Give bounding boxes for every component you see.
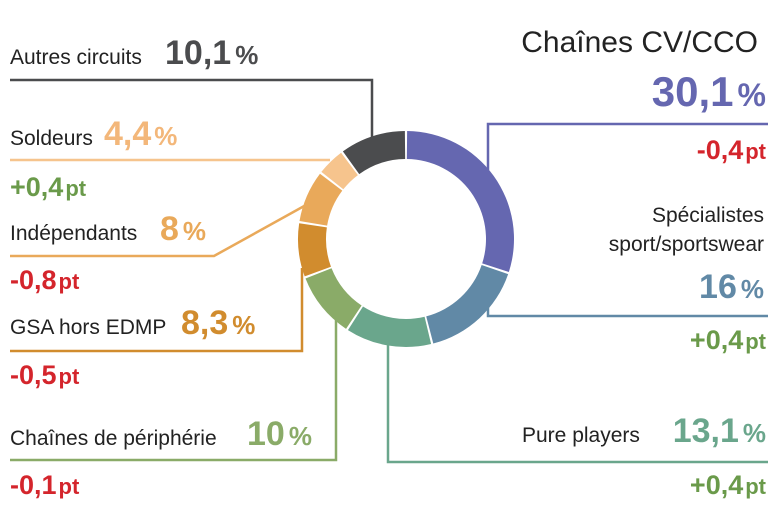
change-unit-soldeurs: pt (65, 176, 86, 201)
change-specialistes: +0,4 (690, 325, 743, 355)
change-unit-chaines-cv-cco: pt (745, 139, 766, 164)
leader-independants (10, 203, 307, 258)
slice-chaines-cv-cco (406, 131, 514, 272)
label-chaines-de-peripherie: Chaînes de périphérie (10, 427, 217, 450)
unit-autres-circuits: % (235, 40, 258, 70)
svg-text:4,4%: 4,4% (104, 115, 177, 153)
svg-text:8,3%: 8,3% (181, 304, 255, 342)
unit-chaines-cv-cco: % (738, 77, 766, 113)
value-autres-circuits: 10,1 (165, 34, 231, 72)
svg-text:-0,8pt: -0,8pt (10, 265, 80, 295)
unit-gsa-hors-edmp: % (232, 310, 255, 340)
value-chaines-cv-cco: 30,1 (652, 68, 734, 115)
label-specialistes-line1: Spécialistes (652, 204, 764, 227)
change-unit-chaines-de-peripherie: pt (59, 474, 80, 499)
donut-slices (298, 131, 514, 347)
label-pure-players: Pure players (522, 424, 640, 447)
svg-text:+0,4pt: +0,4pt (690, 470, 767, 500)
label-independants: Indépendants (10, 222, 137, 245)
label-specialistes-line2: sport/sportswear (609, 233, 764, 256)
change-gsa-hors-edmp: -0,5 (10, 360, 57, 390)
leader-autres-circuits (10, 78, 374, 142)
slice-soldeurs (321, 152, 358, 190)
svg-text:+0,4pt: +0,4pt (10, 172, 87, 202)
change-independants: -0,8 (10, 265, 57, 295)
change-soldeurs: +0,4 (10, 172, 63, 202)
svg-text:13,1%: 13,1% (673, 412, 766, 450)
change-pure-players: +0,4 (690, 470, 743, 500)
value-chaines-de-peripherie: 10 (247, 415, 285, 453)
svg-text:10,1%: 10,1% (165, 34, 258, 72)
svg-text:-0,4pt: -0,4pt (697, 135, 767, 165)
value-independants: 8 (160, 210, 179, 248)
svg-text:16%: 16% (699, 268, 764, 306)
label-soldeurs: Soldeurs (10, 127, 93, 150)
svg-text:-0,1pt: -0,1pt (10, 470, 80, 500)
leader-pure-players (386, 336, 768, 464)
svg-text:10%: 10% (247, 415, 312, 453)
value-soldeurs: 4,4 (104, 115, 151, 153)
slice-pure-players (347, 306, 432, 347)
change-unit-pure-players: pt (745, 474, 766, 499)
label-gsa-hors-edmp: GSA hors EDMP (10, 316, 166, 339)
label-chaines-cv-cco: Chaînes CV/CCO (521, 26, 758, 59)
change-chaines-cv-cco: -0,4 (697, 135, 744, 165)
unit-independants: % (183, 216, 206, 246)
slice-independants (299, 173, 343, 226)
unit-specialistes: % (741, 274, 764, 304)
svg-text:30,1%: 30,1% (652, 68, 766, 115)
value-pure-players: 13,1 (673, 412, 739, 450)
slice-autres-circuits (342, 131, 406, 175)
label-autres-circuits: Autres circuits (10, 46, 142, 69)
value-gsa-hors-edmp: 8,3 (181, 304, 228, 342)
unit-pure-players: % (743, 418, 766, 448)
svg-text:-0,5pt: -0,5pt (10, 360, 80, 390)
svg-text:+0,4pt: +0,4pt (690, 325, 767, 355)
slice-specialistes (426, 264, 509, 344)
value-specialistes: 16 (699, 268, 737, 306)
change-unit-specialistes: pt (745, 329, 766, 354)
leader-chaines-cv-cco (486, 122, 768, 170)
change-unit-gsa-hors-edmp: pt (59, 364, 80, 389)
slice-chaines-de-peripherie (305, 268, 362, 329)
unit-soldeurs: % (154, 121, 177, 151)
svg-text:8%: 8% (160, 210, 206, 248)
change-chaines-de-peripherie: -0,1 (10, 470, 57, 500)
unit-chaines-de-peripherie: % (289, 421, 312, 451)
slice-gsa-hors-edmp (298, 223, 331, 277)
leader-chaines-de-peripherie (10, 316, 338, 462)
leader-gsa-hors-edmp (10, 268, 304, 353)
change-unit-independants: pt (59, 269, 80, 294)
